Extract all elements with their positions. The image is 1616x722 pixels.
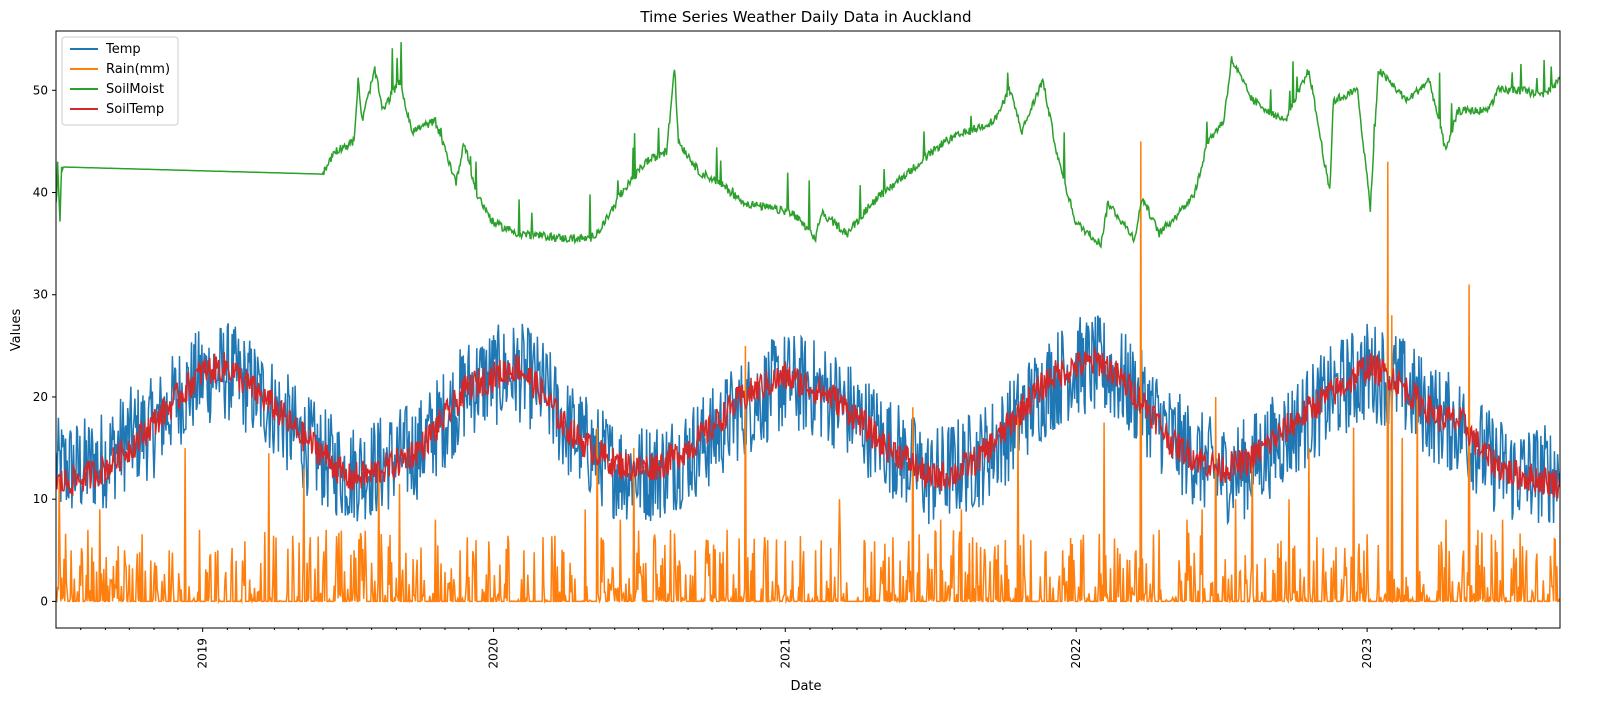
series-line-rain	[56, 141, 1560, 605]
y-tick-label: 50	[33, 83, 48, 97]
y-tick-label: 40	[33, 186, 48, 200]
series-line-soiltemp	[56, 347, 1560, 499]
axes: 0 10 20 30 40 50 2019 2020 2021 2022 2023	[33, 30, 1561, 669]
legend-label: Temp	[105, 42, 141, 57]
x-tick-label: 2022	[1069, 638, 1083, 669]
x-axis-label: Date	[790, 679, 821, 694]
x-tick-label: 2019	[196, 638, 210, 669]
x-tick-label: 2023	[1360, 638, 1374, 669]
legend: Temp Rain(mm) SoilMoist SoilTemp	[61, 36, 179, 126]
y-tick-label: 20	[33, 390, 48, 404]
axes-frame	[55, 30, 1561, 629]
y-axis-label: Values	[9, 309, 24, 352]
y-tick-label: 10	[33, 492, 48, 506]
plot-area	[56, 42, 1560, 605]
x-tick-label: 2021	[778, 638, 792, 669]
legend-box	[61, 36, 179, 126]
y-tick-label: 0	[40, 594, 48, 608]
legend-label: SoilMoist	[106, 82, 164, 97]
legend-label: Rain(mm)	[106, 62, 170, 77]
chart-title: Time Series Weather Daily Data in Auckla…	[639, 8, 971, 26]
legend-label: SoilTemp	[106, 102, 164, 117]
y-tick-label: 30	[33, 288, 48, 302]
series-line-soilmoist	[56, 42, 1560, 249]
x-tick-label: 2020	[487, 638, 501, 669]
